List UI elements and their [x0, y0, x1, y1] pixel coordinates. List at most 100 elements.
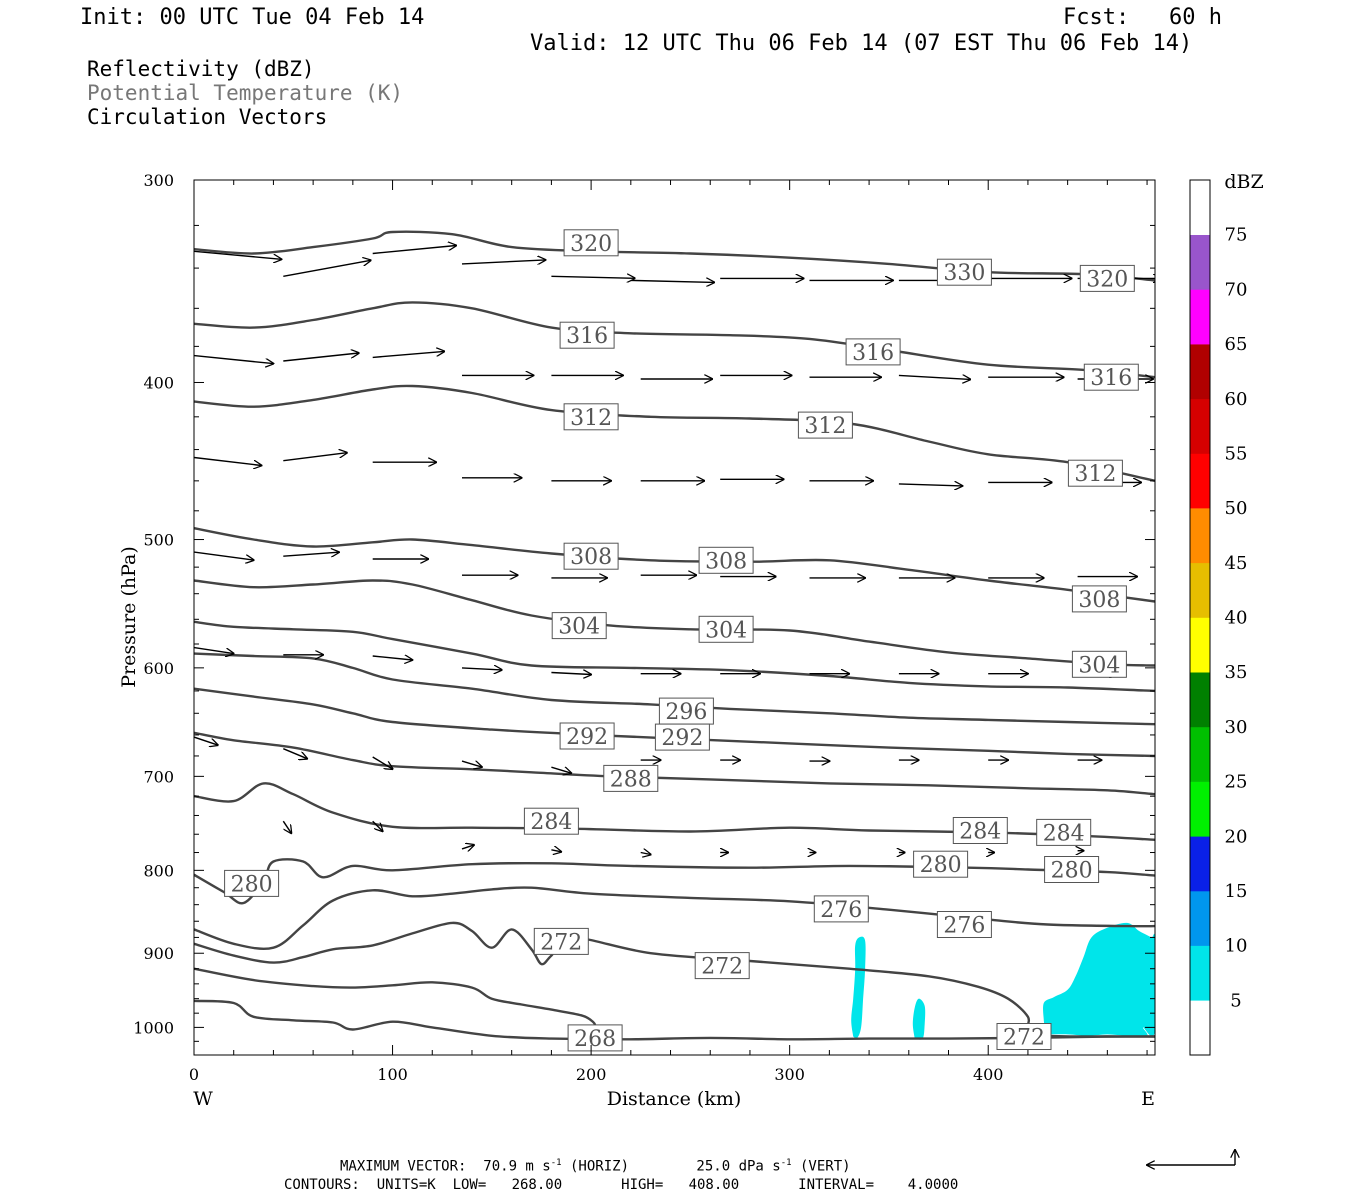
max-vector-vert-label: (VERT) [791, 1158, 851, 1175]
axes: 300 400 500 600 700 800 900 1000 0 100 200 300 400 [133, 171, 1155, 1084]
theta-label: 304 [1071, 650, 1127, 678]
circulation-vector [898, 375, 970, 379]
y-tick-label: 600 [143, 659, 174, 678]
theta-label-text: 284 [530, 810, 572, 835]
theta-label-text: 304 [558, 615, 600, 640]
theta-label: 280 [224, 869, 280, 897]
colorbar-tick-label: 30 [1225, 717, 1248, 738]
theta-label-text: 280 [231, 872, 273, 897]
theta-label-box [936, 258, 992, 286]
theta-label: 330 [936, 258, 992, 286]
colorbar-swatch [1190, 945, 1210, 1001]
circulation-vector [372, 820, 383, 831]
x-axis-west-label: W [193, 1088, 213, 1110]
colorbar-frame [1189, 179, 1211, 1056]
theta-label: 272 [533, 927, 589, 955]
colorbar-tick-label: 35 [1225, 662, 1248, 683]
y-tick-label: 400 [143, 373, 174, 392]
circulation-vector [461, 260, 545, 264]
colorbar-swatch [1190, 180, 1210, 235]
theta-label-box [952, 817, 1008, 844]
circulation-vector [194, 250, 281, 259]
theta-label-text: 308 [705, 549, 747, 574]
theta-label: 316 [845, 338, 901, 366]
circulation-vector [194, 736, 218, 745]
theta-label-text: 268 [574, 1027, 616, 1052]
theta-label-text: 320 [570, 232, 612, 257]
theta-label-box [523, 807, 579, 835]
colorbar: 5 10 15 20 25 30 35 40 45 50 55 60 65 70 75 [1189, 179, 1248, 1056]
theta-contour-316 [194, 301, 1155, 379]
y-tick-label: 500 [143, 531, 174, 550]
colorbar-tick-label: 50 [1225, 498, 1248, 519]
colorbar-tick-label: 5 [1230, 990, 1241, 1011]
circulation-vector [283, 260, 370, 277]
theta-label-text: 308 [1078, 588, 1120, 613]
theta-label-box [797, 411, 853, 439]
colorbar-tick-label: 60 [1225, 389, 1248, 410]
theta-label-box [1071, 650, 1127, 678]
theta-label-box [559, 321, 615, 349]
theta-contour-320 [194, 230, 1155, 282]
circulation-vector [282, 820, 291, 833]
colorbar-tick-label: 65 [1225, 334, 1248, 355]
theta-label: 272 [996, 1023, 1052, 1051]
x-tick-label: 0 [189, 1065, 199, 1084]
reflectivity-area-5dbz [1043, 922, 1155, 1037]
plot-frame [193, 179, 1156, 1056]
theta-label: 272 [694, 952, 750, 980]
colorbar-swatch [1190, 508, 1210, 564]
theta-label: 312 [797, 411, 853, 439]
theta-contour-304 [194, 579, 1155, 667]
circulation-vector [630, 280, 714, 282]
theta-labels: 320 330 320 316 316 316 312 312 312 308 308 308 304 3… [224, 229, 1139, 1052]
reflectivity-area-5dbz [912, 998, 926, 1040]
theta-contour-276 [194, 886, 1155, 951]
theta-label-text: 272 [1003, 1026, 1045, 1051]
theta-label-text: 276 [943, 914, 985, 939]
circulation-vector [551, 850, 561, 852]
theta-label-box [559, 722, 615, 750]
theta-label-box [1079, 264, 1135, 292]
theta-label-text: 296 [665, 700, 707, 725]
colorbar-tick-label: 20 [1225, 826, 1248, 847]
circulation-vector [898, 484, 963, 486]
max-vector-horiz: MAXIMUM VECTOR: 70.9 m s [340, 1158, 551, 1175]
unit-exponent: -1 [550, 1158, 562, 1168]
colorbar-swatch [1190, 1000, 1210, 1056]
theta-label-box [1083, 363, 1139, 391]
y-tick-label: 800 [143, 861, 174, 880]
circulation-vector [283, 552, 339, 556]
y-tick-label: 900 [143, 944, 174, 963]
x-tick-label: 400 [973, 1065, 1004, 1084]
circulation-vector [194, 354, 273, 364]
theta-label: 292 [654, 723, 710, 751]
theta-label-text: 320 [1086, 267, 1128, 292]
theta-label: 280 [1044, 856, 1100, 884]
theta-label-box [658, 697, 714, 725]
theta-label-box [996, 1023, 1052, 1050]
forecast-hour: Fcst: 60 h [1063, 5, 1222, 30]
theta-label-text: 312 [804, 414, 846, 439]
circulation-vector [461, 760, 482, 767]
colorbar-title: dBZ [1224, 171, 1263, 193]
reflectivity-area-5dbz [851, 936, 866, 1039]
theta-label-box [224, 869, 280, 897]
theta-label-text: 284 [1043, 821, 1085, 846]
theta-label: 308 [563, 542, 619, 570]
circulation-vector [372, 756, 393, 769]
valid-time: Valid: 12 UTC Thu 06 Feb 14 (07 EST Thu … [530, 31, 1193, 56]
theta-label: 284 [1036, 818, 1092, 846]
max-vector-line: MAXIMUM VECTOR: 70.9 m s-1 (HORIZ) 25.0 … [340, 1159, 851, 1174]
theta-label-text: 284 [959, 820, 1001, 845]
theta-label: 296 [658, 697, 714, 725]
circulation-vector [551, 766, 571, 773]
theta-label-text: 308 [570, 545, 612, 570]
theta-label: 284 [523, 807, 579, 835]
theta-label-box [533, 927, 589, 955]
theta-label-text: 316 [852, 341, 894, 366]
theta-label: 316 [1083, 363, 1139, 391]
colorbar-swatch [1190, 617, 1210, 673]
theta-label: 316 [559, 321, 615, 349]
theta-label: 304 [698, 615, 754, 643]
